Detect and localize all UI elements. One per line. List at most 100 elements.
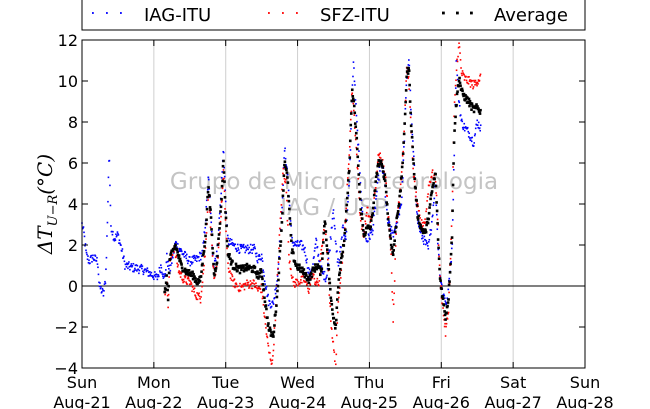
data-point: [328, 281, 332, 285]
data-point: [262, 271, 265, 273]
data-point: [281, 211, 284, 215]
data-point: [276, 284, 280, 288]
data-point: [351, 95, 355, 98]
data-point: [379, 152, 382, 155]
data-point: [261, 257, 263, 260]
data-point: [423, 243, 425, 245]
data-point: [426, 242, 429, 245]
data-point: [253, 246, 256, 248]
data-point: [445, 322, 448, 325]
data-point: [294, 262, 297, 266]
data-point: [251, 287, 254, 290]
data-point: [246, 248, 248, 250]
data-point: [154, 273, 157, 276]
data-point: [163, 273, 165, 275]
data-point: [374, 187, 377, 189]
data-point: [211, 246, 214, 250]
data-point: [251, 282, 253, 284]
data-point: [461, 120, 464, 123]
data-point: [252, 282, 254, 285]
data-point: [432, 204, 435, 207]
data-point: [199, 258, 202, 261]
data-point: [167, 306, 169, 309]
data-point: [84, 244, 86, 247]
data-point: [448, 277, 451, 280]
data-point: [331, 337, 334, 339]
data-point: [265, 307, 268, 311]
data-point: [258, 275, 261, 278]
data-point: [266, 324, 270, 327]
data-point: [262, 288, 266, 291]
data-point: [380, 164, 384, 168]
data-point: [254, 286, 257, 289]
data-point: [285, 178, 287, 181]
data-point: [467, 76, 469, 78]
data-point: [219, 204, 222, 206]
data-point: [436, 238, 440, 241]
data-point: [296, 266, 299, 270]
data-point: [397, 204, 400, 208]
data-point: [456, 78, 459, 81]
data-point: [109, 184, 111, 187]
data-point: [383, 173, 386, 176]
data-point: [320, 267, 324, 271]
data-point: [424, 218, 426, 220]
data-point: [295, 244, 297, 246]
data-point: [361, 224, 365, 227]
data-point: [116, 234, 118, 237]
data-point: [234, 243, 236, 246]
data-point: [220, 184, 224, 188]
data-point: [401, 180, 404, 183]
data-point: [473, 134, 476, 137]
data-point: [476, 81, 479, 84]
data-point: [357, 177, 360, 180]
data-point: [295, 283, 298, 286]
data-point: [394, 228, 396, 231]
data-point: [141, 267, 143, 270]
data-point: [420, 231, 422, 234]
data-point: [265, 327, 267, 329]
data-point: [434, 184, 438, 188]
data-point: [424, 239, 427, 241]
data-point: [400, 204, 402, 207]
data-point: [165, 282, 169, 286]
data-point: [346, 177, 349, 179]
data-point: [158, 275, 160, 278]
data-point: [138, 269, 141, 272]
data-point: [163, 275, 166, 278]
data-point: [427, 247, 430, 250]
data-point: [423, 221, 425, 223]
data-point: [343, 227, 346, 230]
data-point: [171, 262, 173, 264]
data-point: [185, 257, 188, 260]
data-point: [366, 206, 369, 209]
data-point: [313, 277, 316, 280]
data-point: [130, 263, 133, 265]
data-point: [369, 225, 373, 229]
data-point: [463, 73, 465, 76]
data-point: [405, 80, 407, 82]
data-point: [417, 221, 421, 225]
data-point: [315, 282, 318, 284]
data-point: [283, 157, 285, 159]
data-point: [258, 255, 261, 257]
data-point: [279, 240, 283, 243]
data-point: [164, 273, 167, 275]
data-point: [138, 272, 140, 275]
data-point: [357, 143, 360, 146]
data-point: [335, 243, 337, 245]
data-point: [256, 260, 258, 262]
data-point: [233, 278, 236, 281]
data-point: [197, 293, 199, 295]
data-point: [437, 257, 441, 261]
data-point: [205, 199, 208, 202]
data-point: [390, 225, 393, 228]
data-point: [466, 82, 469, 84]
data-point: [401, 154, 404, 157]
data-point: [285, 171, 289, 174]
data-point: [388, 229, 391, 232]
data-point: [222, 159, 225, 163]
data-point: [440, 285, 442, 287]
data-point: [187, 277, 190, 280]
data-point: [183, 280, 185, 283]
